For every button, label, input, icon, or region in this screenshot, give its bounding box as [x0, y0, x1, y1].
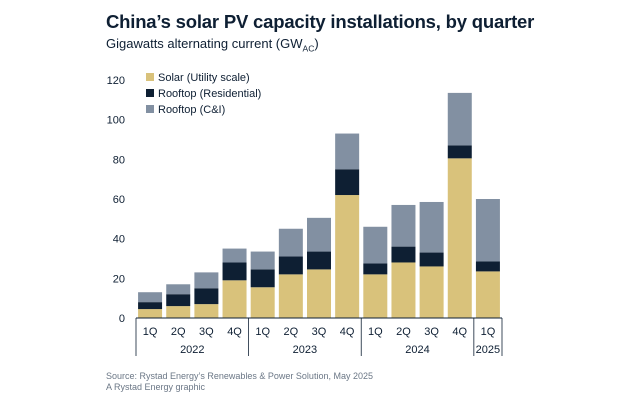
legend-swatch — [146, 73, 154, 81]
bar-segment-ci — [475, 199, 500, 262]
x-tick-label: 3Q — [424, 326, 439, 338]
source-note: Source: Rystad Energy’s Renewables & Pow… — [106, 371, 373, 393]
legend-label: Rooftop (C&I) — [158, 104, 225, 116]
bar-segment-ci — [307, 217, 331, 252]
bar-segment-utility — [307, 269, 331, 318]
bar-segment-ci — [391, 204, 416, 247]
bar-segment-utility — [278, 274, 303, 318]
bar-segment-residential — [447, 145, 472, 159]
y-tick-label: 80 — [113, 154, 125, 166]
chart-subtitle: Gigawatts alternating current (GWAC) — [106, 36, 319, 54]
year-label: 2025 — [476, 344, 500, 356]
bar-segment-utility — [475, 271, 500, 318]
year-label: 2023 — [293, 344, 317, 356]
bar-segment-residential — [194, 288, 219, 305]
x-tick-label: 2Q — [171, 326, 186, 338]
bar-segment-utility — [335, 195, 360, 318]
x-tick-label: 1Q — [481, 326, 496, 338]
credit-text: A Rystad Energy graphic — [106, 382, 206, 392]
bar-segment-utility — [166, 306, 191, 318]
y-tick-label: 120 — [107, 75, 125, 87]
x-tick-label: 3Q — [199, 326, 214, 338]
bar-segment-ci — [363, 226, 388, 264]
subtitle-close: ) — [314, 36, 319, 51]
x-tick-label: 4Q — [227, 326, 242, 338]
year-label: 2024 — [405, 344, 429, 356]
bar-segment-residential — [166, 294, 191, 307]
chart-title: China’s solar PV capacity installations,… — [106, 11, 535, 32]
bar-segment-residential — [138, 302, 163, 310]
bar-segment-ci — [335, 133, 360, 170]
x-tick-label: 4Q — [452, 326, 467, 338]
bar-segment-residential — [250, 269, 275, 288]
bar-segment-ci — [250, 251, 275, 270]
bar-segment-utility — [194, 304, 219, 318]
bar-segment-ci — [194, 272, 219, 289]
bar-segment-residential — [391, 246, 416, 263]
subtitle-subscript: AC — [302, 43, 315, 54]
bar-segment-residential — [278, 256, 303, 275]
legend-label: Rooftop (Residential) — [158, 88, 261, 100]
bar-segment-ci — [138, 292, 163, 303]
year-label: 2022 — [180, 344, 204, 356]
bar-segment-utility — [419, 266, 444, 318]
x-tick-label: 1Q — [255, 326, 270, 338]
x-tick-label: 1Q — [368, 326, 383, 338]
bar-segment-utility — [447, 158, 472, 318]
y-tick-label: 40 — [113, 234, 125, 246]
legend-swatch — [146, 89, 154, 97]
y-tick-label: 60 — [113, 194, 125, 206]
bar-segment-ci — [447, 92, 472, 146]
source-text: Source: Rystad Energy’s Renewables & Pow… — [106, 371, 373, 381]
bar-segment-ci — [278, 228, 303, 257]
legend-label: Solar (Utility scale) — [158, 72, 250, 84]
x-tick-label: 2Q — [396, 326, 411, 338]
x-tick-label: 3Q — [312, 326, 327, 338]
bar-segment-residential — [222, 262, 247, 281]
bar-segment-ci — [166, 284, 191, 295]
x-tick-label: 4Q — [340, 326, 355, 338]
bar-segment-residential — [419, 252, 444, 267]
stacked-bar-chart: 0 20 40 60 80 100 120 1Q 2Q 3Q 4Q 1Q 2Q 3Q 4Q 1Q 2Q 3Q 4Q 1… — [107, 72, 503, 356]
bar-segment-utility — [363, 274, 388, 318]
bar-segment-utility — [250, 287, 275, 318]
bar-segment-ci — [419, 201, 444, 253]
y-tick-label: 0 — [119, 313, 125, 325]
bar-segment-residential — [475, 261, 500, 272]
x-tick-label: 1Q — [143, 326, 158, 338]
bar-segment-residential — [335, 169, 360, 196]
bar-segment-residential — [363, 263, 388, 275]
bar-segment-utility — [138, 309, 163, 318]
bar-segment-utility — [391, 262, 416, 318]
bar-segment-utility — [222, 280, 247, 318]
x-tick-label: 2Q — [284, 326, 299, 338]
subtitle-text: Gigawatts alternating current (GW — [106, 36, 303, 51]
bar-segment-residential — [307, 251, 331, 270]
y-tick-label: 100 — [107, 115, 125, 127]
legend-swatch — [146, 105, 154, 113]
y-tick-label: 20 — [113, 273, 125, 285]
bar-segment-ci — [222, 248, 247, 263]
